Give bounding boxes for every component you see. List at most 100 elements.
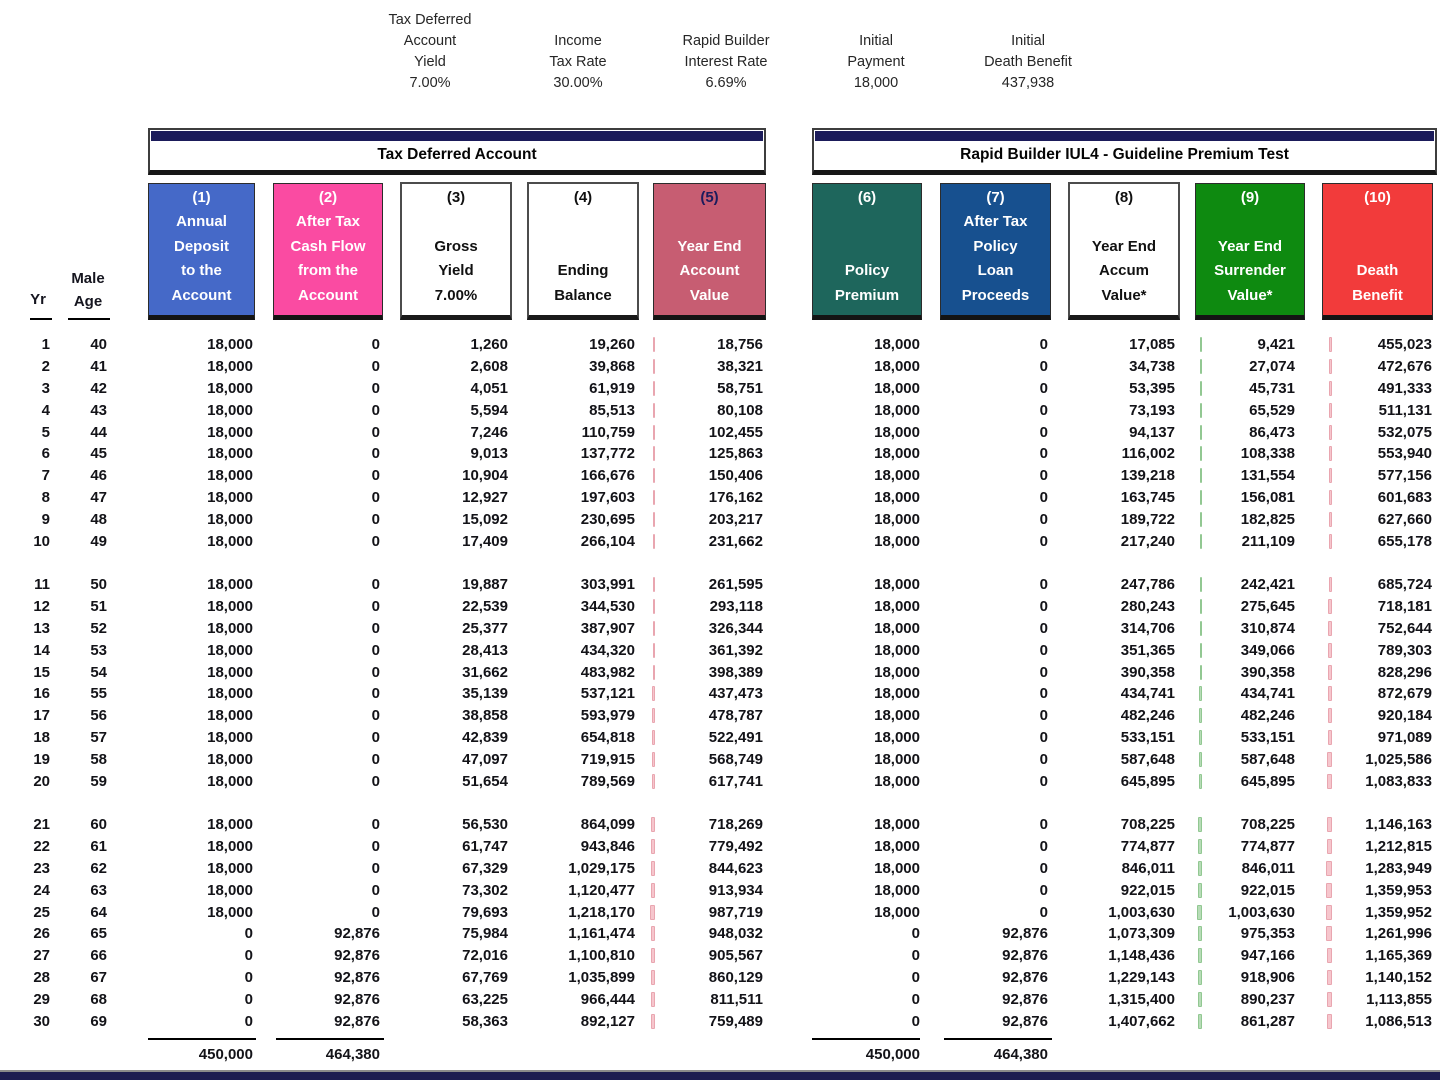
cell: 310,874 [1240,619,1295,637]
cell: 975,353 [1240,925,1295,943]
parameter-line: 30.00% [553,75,603,91]
cell: 18,000 [874,859,920,877]
tick-cell [635,618,663,640]
cell: 1,283,949 [1365,859,1432,877]
column-label: Annual Deposit to the Account [149,210,254,315]
cell: 12 [33,598,50,616]
cell: 18,000 [207,728,253,746]
column-label-line: Ending [557,262,609,279]
cell: 18,000 [874,467,920,485]
value-tick-death_benefit [1329,402,1332,418]
value-tick-surrender_value [1200,511,1202,527]
cell: 92,876 [334,947,380,965]
cell: 41 [90,358,107,376]
cell: 685,724 [1377,576,1432,594]
cell: 577,156 [1377,467,1432,485]
cell: 1,161,474 [568,925,635,943]
cell: 1,148,436 [1108,947,1175,965]
cell: 137,772 [580,445,635,463]
cell: 948,032 [708,925,763,943]
column-label-line: Accum [1098,262,1150,279]
parameter-line: Death Benefit [984,54,1072,70]
cell: 92,876 [334,990,380,1008]
tick-cell [1175,836,1205,858]
cell: 18,000 [207,750,253,768]
column-header-spacer [1323,206,1432,259]
tick-cell [635,836,663,858]
cell: 18,000 [207,576,253,594]
total-rule-loan-proceeds [944,1038,1052,1040]
cell: 25,377 [462,619,508,637]
cell: 18,000 [207,859,253,877]
tick-cell [1175,639,1205,661]
cell: 390,358 [1240,663,1295,681]
value-tick-death_benefit [1327,839,1332,855]
column-label: After Tax Policy Loan Proceeds [941,210,1050,315]
tick-cell [1175,399,1205,421]
cell: 2 [41,358,50,376]
column-label-line: Deposit [173,237,229,255]
section-title: Tax Deferred Account [377,146,537,163]
cell: 20 [33,772,50,790]
cell: 0 [371,838,380,856]
cell: 537,121 [580,685,635,703]
parameter-line: Rapid Builder [682,33,770,49]
column-label-line: Policy [844,262,890,279]
cell: 176,162 [708,488,763,506]
cell: 5 [41,423,50,441]
cell: 1,113,855 [1366,990,1432,1008]
cell: 19 [33,750,50,768]
tick-cell [1295,639,1337,661]
tick-cell [635,443,663,465]
cell: 18,000 [207,881,253,899]
cell: 27 [33,947,50,965]
cell: 491,333 [1377,379,1432,397]
cell: 18,000 [207,838,253,856]
tick-cell [1295,945,1337,967]
tick-cell [1175,421,1205,443]
parameter-line: Initial [859,33,893,49]
cell: 0 [1039,598,1048,616]
tick-cell [635,858,663,880]
cell: 0 [1039,336,1048,354]
parameter-line: Yield [414,54,446,70]
tick-cell [1175,356,1205,378]
parameter-initial-payment: Initial Payment 18,000 [786,31,966,94]
cell: 18,000 [874,903,920,921]
value-tick-account_value [653,424,655,440]
cell: 18,000 [207,358,253,376]
tick-cell [1295,988,1337,1010]
column-label-line: Premium [834,286,900,304]
tick-cell [635,770,663,792]
value-tick-surrender_value [1200,359,1202,375]
cell: 511,131 [1378,401,1432,419]
value-tick-death_benefit [1328,708,1332,724]
cell: 3 [41,379,50,397]
cell: 455,023 [1377,336,1432,354]
row-group: 21 60 18,000 0 56,530 864,099 718,269 18,000 0 70… [0,814,1440,1032]
cell: 73,193 [1129,401,1175,419]
table-row: 7 46 18,000 0 10,904 166,676 150,406 18,000 0 139… [0,465,1440,487]
yr-column-header: Yr [30,291,46,308]
value-tick-surrender_value [1200,489,1202,505]
column-number: (6) [857,189,877,206]
cell: 349,066 [1240,641,1295,659]
cell: 0 [244,968,253,986]
tick-cell [1175,945,1205,967]
tick-cell [1175,858,1205,880]
cell: 0 [371,576,380,594]
age-underline [68,318,110,320]
cell: 0 [371,772,380,790]
cell: 844,623 [708,859,763,877]
tick-cell [635,530,663,552]
tick-cell [635,1010,663,1032]
tick-cell [635,945,663,967]
tick-cell [635,378,663,400]
value-tick-account_value [652,708,655,724]
cell: 30 [33,1012,50,1030]
cell: 28,413 [462,641,508,659]
cell: 718,269 [708,816,763,834]
cell: 947,166 [1240,947,1295,965]
value-tick-account_value [652,686,655,702]
tick-cell [635,399,663,421]
